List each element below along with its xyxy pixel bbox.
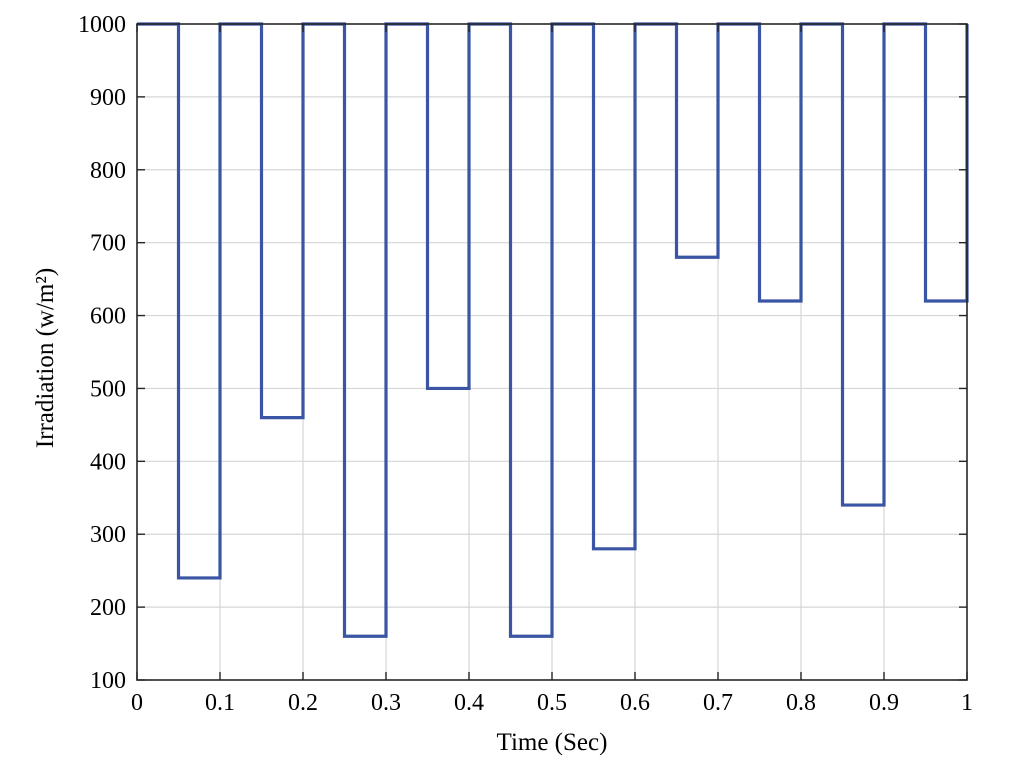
tick-marks: [136, 23, 968, 681]
x-tick-label: 0.9: [869, 690, 899, 716]
y-tick-labels: 100 200 300 400 500 600 700 800 900 1000: [78, 12, 126, 694]
y-tick-label: 200: [90, 595, 126, 621]
x-axis-title: Time (Sec): [497, 729, 608, 756]
x-tick-label: 0: [131, 690, 143, 716]
x-tick-label: 0.5: [537, 690, 567, 716]
x-tick-label: 0.2: [288, 690, 318, 716]
x-tick-label: 0.8: [786, 690, 816, 716]
x-tick-label: 0.1: [205, 690, 235, 716]
x-tick-label: 0.7: [703, 690, 733, 716]
x-tick-label: 1: [961, 690, 973, 716]
y-tick-label: 700: [90, 231, 126, 257]
y-tick-label: 100: [90, 668, 126, 694]
x-tick-label: 0.3: [371, 690, 401, 716]
y-tick-label: 800: [90, 158, 126, 184]
x-tick-label: 0.4: [454, 690, 484, 716]
y-axis-title: Irradiation (w/m²): [32, 268, 59, 448]
x-tick-labels: 0 0.1 0.2 0.3 0.4 0.5 0.6 0.7 0.8 0.9 1: [131, 690, 973, 716]
series-line-irradiation: [137, 22, 969, 638]
y-tick-label: 600: [90, 304, 126, 330]
y-tick-label: 500: [90, 376, 126, 402]
y-tick-label: 1000: [78, 12, 126, 38]
y-tick-label: 900: [90, 85, 126, 111]
y-tick-label: 400: [90, 449, 126, 475]
x-tick-label: 0.6: [620, 690, 650, 716]
y-tick-label: 300: [90, 522, 126, 548]
